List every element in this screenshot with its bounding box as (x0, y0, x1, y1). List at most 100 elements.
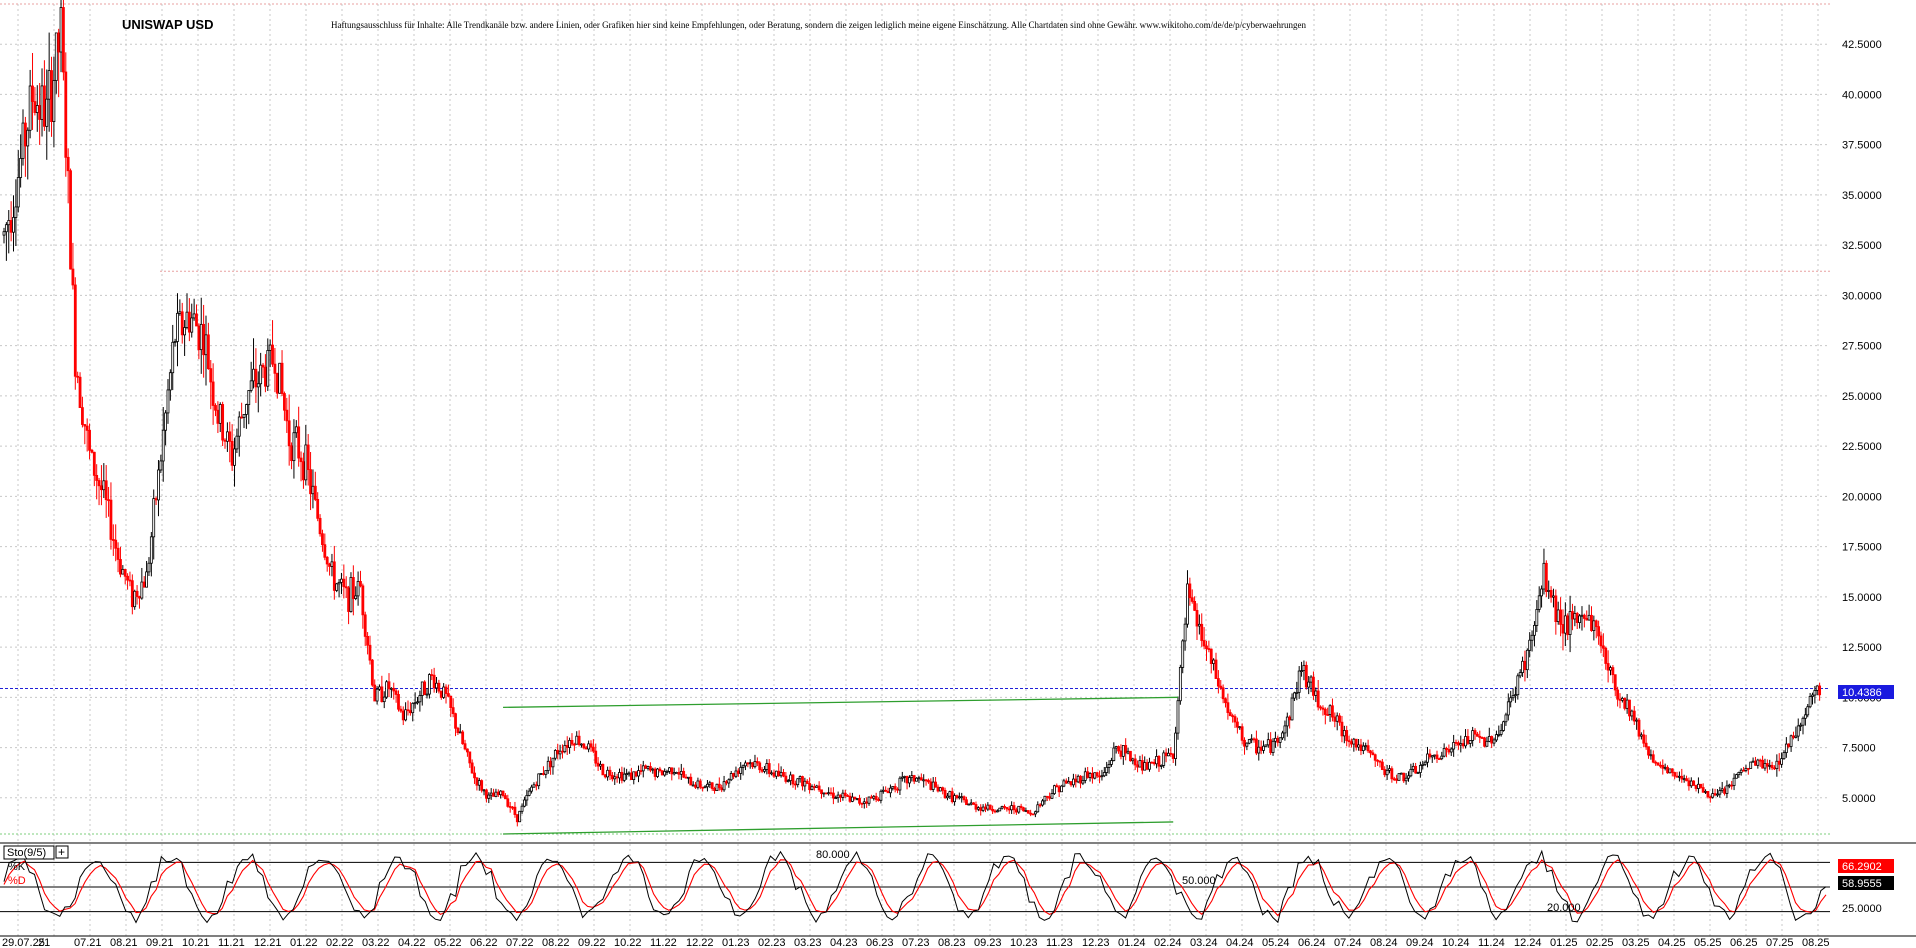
candle-body (786, 780, 790, 782)
candle-body (1354, 738, 1358, 748)
candle-body (1250, 738, 1254, 741)
candle-body (1067, 781, 1071, 784)
y-tick-label: 32.5000 (1842, 240, 1882, 252)
candle-body (76, 375, 80, 378)
candle-body (919, 777, 923, 781)
candle-body (2, 231, 6, 236)
candle-body (701, 786, 705, 789)
candle-body (335, 583, 339, 591)
candle-body (1088, 772, 1092, 778)
candle-body (1007, 808, 1011, 811)
candle-body (1209, 648, 1213, 664)
candle-body (1694, 785, 1698, 789)
candle-body (130, 580, 134, 608)
candle-body (1492, 739, 1496, 744)
candle-body (1276, 737, 1280, 743)
candle-body (45, 98, 49, 127)
candle-body (240, 416, 244, 419)
candle-body (1000, 806, 1004, 809)
candle-body (881, 789, 885, 792)
candle-body (1114, 746, 1118, 749)
candle-body (1742, 769, 1745, 772)
k-value-badge-bg (1838, 859, 1894, 873)
expand-button[interactable] (55, 845, 69, 859)
candle-body (763, 769, 766, 772)
x-tick-label: 01.22 (290, 937, 318, 948)
candle-body (537, 773, 541, 787)
candle-body (92, 451, 96, 476)
candle-body (161, 429, 165, 462)
candle-body (413, 702, 417, 705)
candle-body (798, 776, 802, 780)
d-value-badge-bg (1838, 876, 1894, 890)
candle-body (632, 771, 636, 781)
candle-body (1397, 773, 1401, 781)
x-tick-label: 06.24 (1298, 937, 1326, 948)
indicator-tick-label: 25.0000 (1842, 903, 1882, 915)
candle-body (1378, 760, 1382, 763)
candle-body (1490, 736, 1494, 744)
candle-body (166, 389, 170, 414)
x-tick-label: 07.22 (506, 937, 534, 948)
candle-body (311, 485, 315, 495)
candle-body (1293, 692, 1296, 699)
candle-body (668, 767, 671, 772)
channel-top-line (503, 696, 1178, 709)
x-tick-label: 10.23 (1010, 937, 1038, 948)
candle-body (1623, 697, 1627, 709)
candle-body (480, 780, 484, 791)
candle-body (905, 776, 909, 784)
x-tick-label: 06.25 (1730, 937, 1758, 948)
candle-body (423, 681, 427, 696)
x-tick-label: 11.21 (218, 937, 245, 948)
candle-body (468, 751, 472, 764)
candle-body (1525, 649, 1529, 671)
candle-body (43, 85, 46, 127)
candle-body (416, 701, 419, 704)
candle-body (202, 323, 206, 356)
candle-body (1314, 690, 1318, 696)
candle-body (1457, 742, 1460, 746)
candle-body (323, 544, 327, 558)
candle-body (1041, 800, 1044, 806)
candle-body (1361, 745, 1365, 751)
candle-body (1093, 772, 1097, 779)
candle-body (739, 767, 743, 774)
candle-body (620, 772, 624, 781)
plus-icon[interactable]: + (58, 845, 65, 859)
candle-body (206, 334, 210, 369)
candle-body (1012, 805, 1016, 811)
candle-body (1255, 738, 1258, 754)
x-tick-label: 04.22 (398, 937, 426, 948)
candle-body (508, 805, 512, 808)
candle-body (501, 790, 505, 797)
x-tick-label: 10.21 (182, 937, 210, 948)
support-trend-line (503, 821, 1174, 835)
candle-body (157, 469, 160, 501)
candle-body (223, 439, 227, 442)
candle-body (1504, 714, 1508, 723)
candle-body (1632, 710, 1636, 722)
candle-body (1264, 744, 1268, 747)
candle-body (1014, 809, 1018, 813)
candle-body (810, 786, 814, 791)
candle-body (736, 770, 740, 774)
candle-body (1102, 772, 1106, 777)
candle-body (211, 381, 215, 406)
candle-body (520, 805, 524, 812)
candle-body (565, 745, 569, 748)
x-tick-label: 01.23 (722, 937, 750, 948)
candle-body (1119, 750, 1123, 757)
candle-body (1345, 730, 1349, 742)
candle-body (527, 790, 531, 796)
candle-body (1300, 670, 1303, 672)
candle-body (1129, 750, 1132, 762)
candle-body (679, 770, 683, 775)
candle-body (349, 577, 353, 612)
candle-body (1663, 766, 1667, 769)
candle-body (898, 777, 902, 791)
candle-body (33, 101, 37, 113)
candle-body (389, 687, 393, 690)
candle-body (1437, 758, 1441, 761)
chart-title: UNISWAP USD (122, 17, 214, 32)
